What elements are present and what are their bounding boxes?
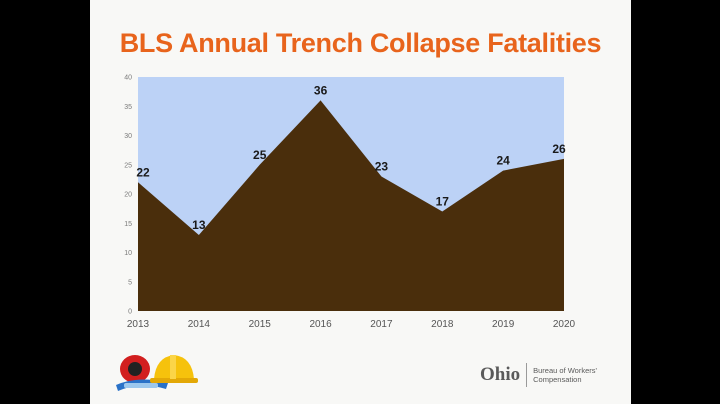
x-tick-label: 2016 (309, 319, 332, 330)
x-tick-label: 2018 (431, 319, 454, 330)
y-tick-label: 15 (124, 221, 132, 228)
data-label: 24 (496, 154, 510, 168)
data-label: 26 (552, 142, 566, 156)
y-tick-label: 0 (128, 309, 132, 316)
ohio-bwc-logo: Ohio Bureau of Workers' Compensation (480, 360, 597, 390)
area-series (138, 100, 564, 312)
area-chart: 0 5 10 15 20 25 30 35 40 2013 2014 2015 2016 2017 2018… (124, 75, 576, 331)
y-tick-label: 25 (124, 162, 132, 169)
y-tick-label: 20 (124, 192, 132, 199)
chart-title: BLS Annual Trench Collapse Fatalities (119, 28, 602, 58)
x-tick-label: 2019 (492, 319, 515, 330)
y-tick-label: 35 (124, 104, 132, 111)
hard-hat-and-goggles-icon (116, 355, 198, 391)
data-label: 13 (192, 218, 206, 232)
logo-line-1: Bureau of Workers' (533, 366, 597, 375)
data-label: 17 (436, 195, 450, 209)
x-tick-label: 2015 (249, 319, 272, 330)
y-tick-label: 40 (124, 75, 132, 82)
logo-divider (526, 363, 528, 387)
data-label: 22 (136, 165, 150, 179)
data-label: 25 (253, 148, 267, 162)
y-tick-label: 30 (124, 133, 132, 140)
slide: BLS Annual Trench Collapse Fatalities 0 5… (90, 0, 631, 404)
x-tick-label: 2017 (370, 319, 393, 330)
y-tick-label: 5 (128, 279, 132, 286)
y-tick-label: 10 (124, 250, 132, 257)
logo-word: Ohio (480, 364, 521, 385)
data-label: 36 (314, 83, 328, 97)
data-label: 23 (375, 159, 389, 173)
x-tick-label: 2013 (127, 319, 150, 330)
x-tick-label: 2014 (188, 319, 211, 330)
x-tick-label: 2020 (553, 319, 576, 330)
logo-line-2: Compensation (533, 375, 582, 384)
logo-subtitle: Bureau of Workers' Compensation (533, 366, 597, 384)
